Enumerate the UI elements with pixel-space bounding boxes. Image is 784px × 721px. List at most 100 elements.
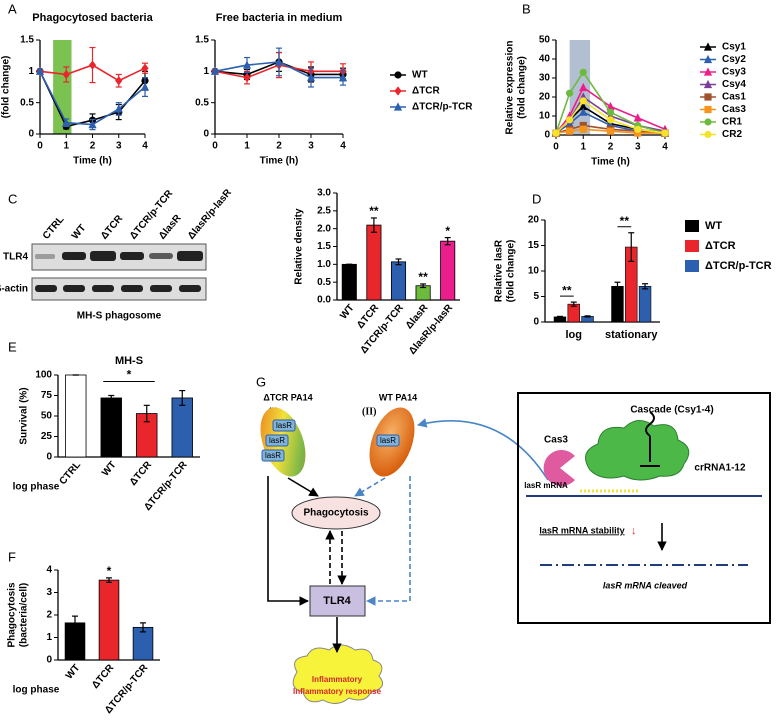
marker [210, 66, 220, 75]
x-tick-label: 2 [90, 141, 96, 152]
panel-label: A [8, 1, 17, 16]
gene-label: lasR [265, 451, 281, 460]
x-tick-label: ΔTCR [128, 459, 155, 488]
panel-label: D [532, 191, 541, 206]
process-node [291, 496, 381, 530]
y-axis-label: (fold change) [506, 240, 517, 303]
y-tick-label: 3 [46, 587, 52, 598]
legend-label: Cas1 [722, 92, 746, 103]
marker [35, 66, 45, 75]
y-tick-label: 1.5 [317, 241, 331, 252]
legend-label: ΔTCR/p-TCR [412, 102, 473, 113]
legend-swatch [685, 220, 699, 232]
blot-strip [31, 277, 207, 301]
y-tick-label: 10 [539, 111, 551, 122]
x-tick-label: 0 [212, 141, 218, 152]
y-axis-label: Relative density [294, 208, 305, 285]
y-tick-label: 1 [46, 632, 52, 643]
y-tick-label: 0 [28, 129, 34, 140]
y-tick-label: 5 [533, 291, 539, 302]
lane-label: ΔTCR [99, 213, 126, 242]
marker [579, 125, 587, 133]
nuclease-label: Cas3 [544, 435, 568, 446]
legend-label: CR1 [722, 117, 742, 128]
chart-title: Phagocytosed bacteria [32, 12, 153, 24]
legend-marker [393, 102, 403, 111]
legend-marker [704, 93, 712, 101]
marker [306, 73, 316, 82]
arrows [267, 418, 549, 653]
y-tick-label: 0.5 [317, 277, 331, 288]
legend-label: WT [412, 70, 428, 81]
significance-label: * [445, 224, 450, 238]
significance-label: ** [562, 283, 572, 297]
panel-label: B [522, 1, 531, 16]
panel-label: G [256, 374, 266, 389]
marker [633, 113, 642, 122]
legend-swatch [685, 240, 699, 252]
row-label: β-actin [0, 284, 28, 295]
y-tick-label: 2.5 [317, 205, 331, 216]
y-tick-label: 0 [544, 130, 550, 141]
marker [606, 108, 615, 116]
marker [634, 129, 642, 137]
crrna-hairpin [640, 411, 660, 467]
marker [88, 120, 97, 129]
marker [579, 97, 587, 105]
y-tick-label: 0.5 [20, 97, 34, 108]
row-label: TLR4 [3, 252, 28, 263]
y-tick-label: 0 [46, 452, 52, 463]
bar [611, 285, 624, 323]
mechanism-box [517, 392, 771, 624]
legend-label: WT [705, 220, 722, 232]
marker [579, 107, 588, 116]
significance-label: * [107, 564, 112, 578]
outcome-cloud [292, 644, 384, 704]
legend-marker [704, 118, 712, 126]
marker [115, 76, 123, 86]
x-axis-label: Time (h) [73, 156, 112, 167]
marker [274, 57, 284, 66]
x-tick-label: 0 [37, 141, 43, 152]
marker [566, 89, 574, 97]
marker [606, 127, 615, 135]
y-tick-label: 0.0 [317, 295, 331, 306]
legend-label: Csy2 [722, 54, 746, 65]
y-tick-label: 20 [539, 92, 551, 103]
bar [638, 285, 652, 323]
x-axis-label: Time (h) [591, 157, 630, 168]
gene-box [272, 419, 296, 432]
significance-label: ** [418, 270, 428, 284]
x-tick-label: 4 [662, 142, 668, 153]
strain-label: WT PA14 [379, 392, 417, 402]
y-tick-label: 1.5 [20, 35, 34, 46]
x-tick-label: 2 [276, 141, 282, 152]
bar [567, 303, 580, 323]
y-tick-label: 10 [528, 266, 540, 277]
y-tick-label: 40 [539, 54, 551, 65]
complex-label: Cascade (Csy1-4) [630, 405, 713, 416]
marker [566, 127, 574, 135]
cas3 [543, 449, 575, 486]
legend-marker [703, 54, 713, 64]
x-axis-label: log phase [13, 482, 60, 493]
y-axis-label: (bacteria/cell) [19, 583, 30, 647]
y-tick-label: 20 [528, 215, 540, 226]
gene-label: lasR [276, 421, 292, 430]
process-label: Phagocytosis [303, 508, 368, 519]
y-axis-label: Relative lasR [494, 239, 505, 302]
crrna-label: crRNA1-12 [694, 463, 746, 474]
strain-label: ΔTCR PA14 [263, 392, 312, 402]
receptor-label: TLR4 [323, 595, 351, 607]
bands [35, 251, 203, 292]
legend-label: ΔTCR/p-TCR [705, 260, 772, 272]
bar [171, 397, 193, 458]
bar [98, 579, 120, 661]
y-axis-label: Survival (%) [19, 387, 30, 444]
bar [390, 261, 407, 301]
y-tick-label: 1.0 [317, 259, 331, 270]
x-tick-label: 3 [635, 142, 641, 153]
x-tick-label: 2 [608, 142, 614, 153]
y-tick-label: 50 [539, 35, 551, 46]
x-tick-label: 4 [142, 141, 148, 152]
